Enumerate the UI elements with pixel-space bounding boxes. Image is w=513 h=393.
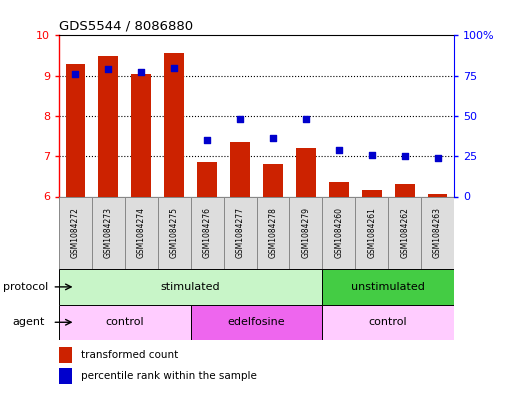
Bar [59, 196, 92, 269]
Text: GSM1084279: GSM1084279 [301, 208, 310, 258]
Point [302, 116, 310, 122]
Point [71, 71, 80, 77]
Bar [263, 164, 283, 196]
Text: GSM1084262: GSM1084262 [400, 208, 409, 258]
Point [368, 151, 376, 158]
Point [137, 69, 145, 75]
Bar [322, 196, 355, 269]
Bar [224, 196, 256, 269]
Point [334, 147, 343, 153]
Bar [59, 269, 322, 305]
Text: GDS5544 / 8086880: GDS5544 / 8086880 [59, 20, 193, 33]
Text: control: control [106, 317, 144, 327]
Text: control: control [369, 317, 407, 327]
Text: transformed count: transformed count [81, 350, 179, 360]
Point [236, 116, 244, 122]
Bar [191, 196, 224, 269]
Bar [289, 196, 322, 269]
Bar [322, 269, 454, 305]
Bar [362, 191, 382, 196]
Bar [98, 55, 118, 196]
Bar [59, 368, 72, 384]
Text: agent: agent [13, 317, 45, 327]
Bar [125, 196, 158, 269]
Text: GSM1084261: GSM1084261 [367, 208, 376, 258]
Bar [66, 64, 85, 196]
Text: GSM1084263: GSM1084263 [433, 208, 442, 258]
Bar [428, 195, 447, 196]
Bar [421, 196, 454, 269]
Text: GSM1084278: GSM1084278 [268, 208, 278, 258]
Bar [197, 162, 217, 196]
Bar [158, 196, 191, 269]
Point [170, 64, 179, 71]
Text: protocol: protocol [3, 282, 48, 292]
Bar [191, 305, 322, 340]
Text: percentile rank within the sample: percentile rank within the sample [81, 371, 257, 381]
Text: GSM1084277: GSM1084277 [235, 208, 245, 258]
Text: edelfosine: edelfosine [228, 317, 285, 327]
Text: GSM1084274: GSM1084274 [137, 208, 146, 258]
Bar [164, 53, 184, 196]
Text: unstimulated: unstimulated [351, 282, 425, 292]
Bar [329, 182, 349, 196]
Point [269, 135, 277, 141]
Bar [256, 196, 289, 269]
Bar [131, 73, 151, 196]
Point [401, 153, 409, 160]
Bar [230, 142, 250, 196]
Bar [394, 184, 415, 196]
Text: stimulated: stimulated [161, 282, 221, 292]
Point [203, 137, 211, 143]
Bar [59, 305, 191, 340]
Bar [296, 148, 315, 196]
Bar [355, 196, 388, 269]
Text: GSM1084276: GSM1084276 [203, 208, 212, 258]
Bar [92, 196, 125, 269]
Text: GSM1084275: GSM1084275 [170, 208, 179, 258]
Bar [59, 347, 72, 363]
Text: GSM1084260: GSM1084260 [334, 208, 343, 258]
Point [433, 155, 442, 161]
Text: GSM1084272: GSM1084272 [71, 208, 80, 258]
Text: GSM1084273: GSM1084273 [104, 208, 113, 258]
Bar [388, 196, 421, 269]
Bar [322, 305, 454, 340]
Point [104, 66, 112, 72]
